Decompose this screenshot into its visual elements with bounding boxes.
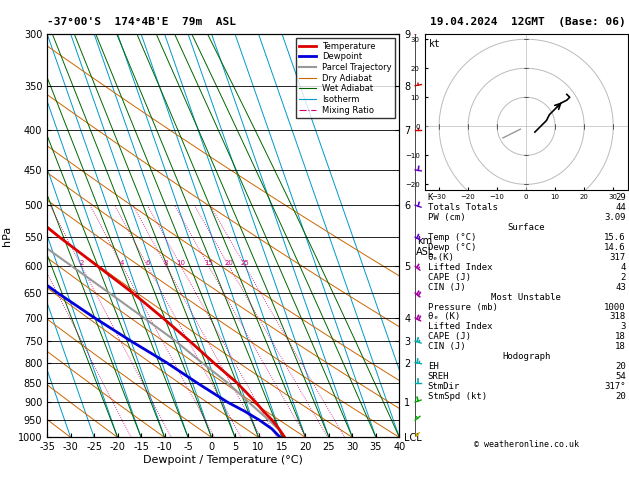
Text: CAPE (J): CAPE (J) — [428, 332, 470, 341]
Text: Temp (°C): Temp (°C) — [428, 233, 476, 242]
Text: 54: 54 — [615, 372, 626, 381]
Text: 2: 2 — [620, 273, 626, 282]
Text: Most Unstable: Most Unstable — [491, 293, 561, 302]
Text: 3.09: 3.09 — [604, 213, 626, 222]
Text: 19.04.2024  12GMT  (Base: 06): 19.04.2024 12GMT (Base: 06) — [430, 17, 626, 27]
Text: Dewp (°C): Dewp (°C) — [428, 243, 476, 252]
X-axis label: Dewpoint / Temperature (°C): Dewpoint / Temperature (°C) — [143, 455, 303, 465]
Text: SREH: SREH — [428, 372, 449, 381]
Text: CIN (J): CIN (J) — [428, 283, 465, 292]
Text: 6: 6 — [145, 260, 150, 266]
Text: -37°00'S  174°4B'E  79m  ASL: -37°00'S 174°4B'E 79m ASL — [47, 17, 236, 27]
Text: PW (cm): PW (cm) — [428, 213, 465, 222]
Text: Pressure (mb): Pressure (mb) — [428, 303, 498, 312]
Y-axis label: km
ASL: km ASL — [416, 236, 434, 257]
Text: 2: 2 — [79, 260, 84, 266]
Text: 4: 4 — [120, 260, 125, 266]
Text: 20: 20 — [615, 362, 626, 371]
Text: 29: 29 — [615, 193, 626, 203]
Y-axis label: hPa: hPa — [3, 226, 12, 246]
Text: StmSpd (kt): StmSpd (kt) — [428, 392, 487, 401]
Text: 317: 317 — [610, 253, 626, 262]
Text: 4: 4 — [620, 263, 626, 272]
Text: CIN (J): CIN (J) — [428, 342, 465, 351]
Text: 43: 43 — [615, 283, 626, 292]
Text: EH: EH — [428, 362, 438, 371]
Text: 318: 318 — [610, 312, 626, 322]
Text: 3: 3 — [620, 322, 626, 331]
Text: 15.6: 15.6 — [604, 233, 626, 242]
Text: 8: 8 — [164, 260, 169, 266]
Text: 14.6: 14.6 — [604, 243, 626, 252]
Text: StmDir: StmDir — [428, 382, 460, 391]
Text: Hodograph: Hodograph — [502, 352, 550, 361]
Text: θₑ(K): θₑ(K) — [428, 253, 455, 262]
Text: 44: 44 — [615, 203, 626, 212]
Text: K: K — [428, 193, 433, 203]
Text: 18: 18 — [615, 342, 626, 351]
Text: © weatheronline.co.uk: © weatheronline.co.uk — [474, 440, 579, 449]
Text: θₑ (K): θₑ (K) — [428, 312, 460, 322]
Text: CAPE (J): CAPE (J) — [428, 273, 470, 282]
Text: kt: kt — [428, 39, 440, 49]
Text: Lifted Index: Lifted Index — [428, 322, 493, 331]
Text: 1000: 1000 — [604, 303, 626, 312]
Text: 18: 18 — [615, 332, 626, 341]
Text: 317°: 317° — [604, 382, 626, 391]
Legend: Temperature, Dewpoint, Parcel Trajectory, Dry Adiabat, Wet Adiabat, Isotherm, Mi: Temperature, Dewpoint, Parcel Trajectory… — [296, 38, 395, 118]
Text: 10: 10 — [177, 260, 186, 266]
Text: 20: 20 — [225, 260, 233, 266]
Text: 25: 25 — [241, 260, 250, 266]
Text: 20: 20 — [615, 392, 626, 401]
Text: Lifted Index: Lifted Index — [428, 263, 493, 272]
Text: Surface: Surface — [508, 223, 545, 232]
Text: Totals Totals: Totals Totals — [428, 203, 498, 212]
Text: 15: 15 — [204, 260, 213, 266]
